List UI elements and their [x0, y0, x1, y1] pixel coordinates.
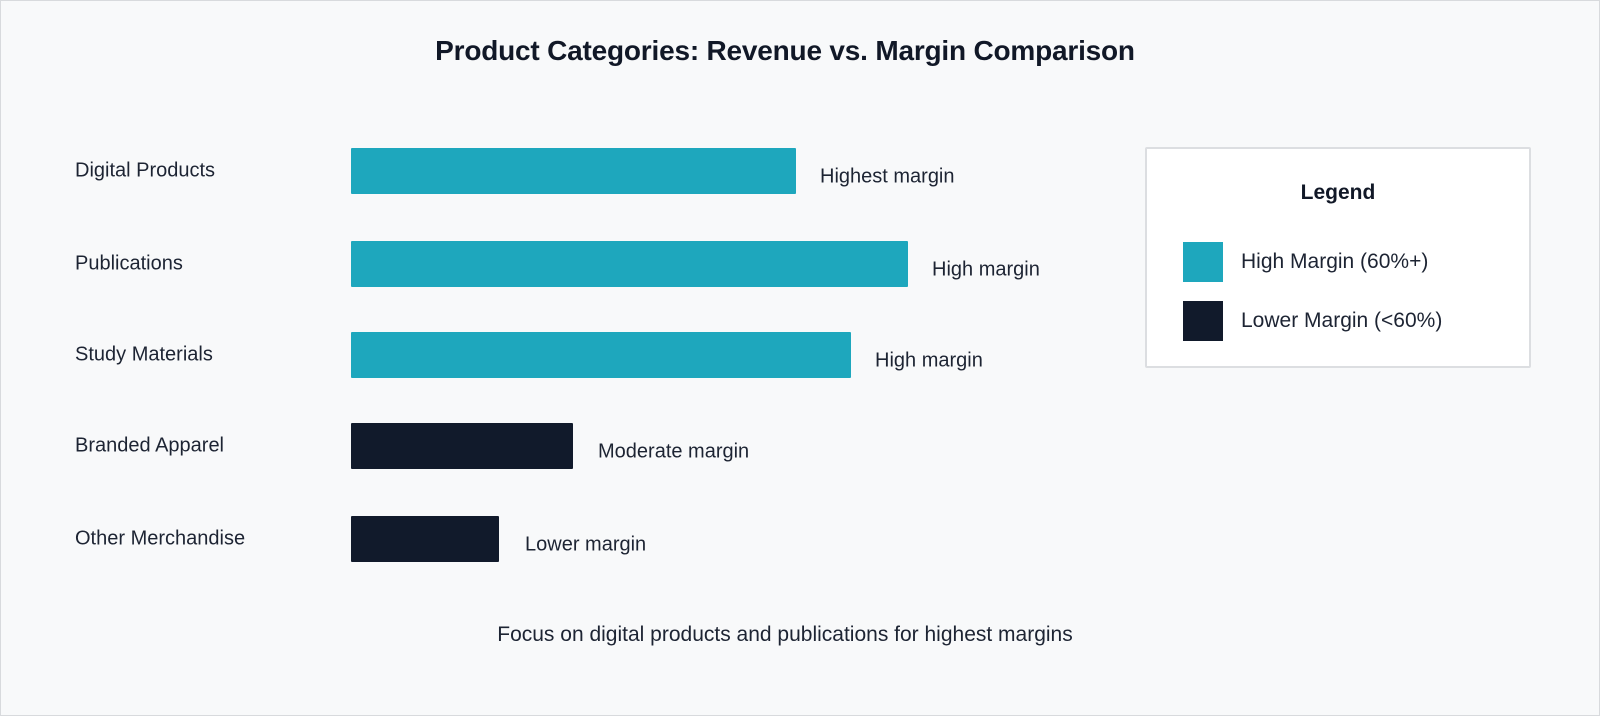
- bar-branded-apparel[interactable]: [351, 423, 573, 469]
- bar-annotation-publications: High margin: [932, 258, 1040, 281]
- category-label-digital-products: Digital Products: [75, 159, 216, 182]
- bar-digital-products[interactable]: [351, 148, 796, 194]
- legend-item-label: Lower Margin (<60%): [1241, 309, 1443, 332]
- chart-footnote: Focus on digital products and publicatio…: [497, 623, 1073, 646]
- legend-item-label: High Margin (60%+): [1241, 250, 1429, 273]
- page-title: Product Categories: Revenue vs. Margin C…: [435, 35, 1135, 66]
- bar-annotation-digital-products: Highest margin: [820, 165, 955, 188]
- table-row: Digital Products Highest margin: [1, 148, 1569, 194]
- category-label-publications: Publications: [75, 252, 183, 275]
- bar-study-materials[interactable]: [351, 332, 851, 378]
- bar-annotation-branded-apparel: Moderate margin: [598, 440, 750, 463]
- bar-annotation-study-materials: High margin: [875, 349, 983, 372]
- table-row: Study Materials High margin: [1, 332, 1569, 378]
- bar-fill: [351, 423, 573, 469]
- bar-other-merchandise[interactable]: [351, 516, 499, 562]
- bar-chart-plot-area: Digital Products Highest margin Publicat…: [1, 1, 1569, 715]
- legend-swatch-icon: [1183, 301, 1223, 341]
- legend-swatch-icon: [1183, 242, 1223, 282]
- category-label-branded-apparel: Branded Apparel: [75, 434, 225, 457]
- bar-fill: [351, 148, 796, 194]
- table-row: Branded Apparel Moderate margin: [1, 423, 1569, 469]
- category-label-study-materials: Study Materials: [75, 343, 213, 366]
- table-row: Publications High margin: [1, 241, 1569, 287]
- category-label-other-merchandise: Other Merchandise: [75, 527, 246, 550]
- legend-title: Legend: [1300, 181, 1376, 204]
- legend-item-lower-margin[interactable]: Lower Margin (<60%): [1183, 301, 1442, 341]
- table-row: Other Merchandise Lower margin: [1, 516, 1569, 562]
- legend-item-high-margin[interactable]: High Margin (60%+): [1183, 242, 1428, 282]
- bar-publications[interactable]: [351, 241, 908, 287]
- bar-annotation-other-merchandise: Lower margin: [525, 533, 647, 556]
- bar-fill: [351, 241, 908, 287]
- legend-box: Legend High Margin (60%+) Lower Margin (…: [1145, 147, 1531, 368]
- bar-fill: [351, 332, 851, 378]
- bar-fill: [351, 516, 499, 562]
